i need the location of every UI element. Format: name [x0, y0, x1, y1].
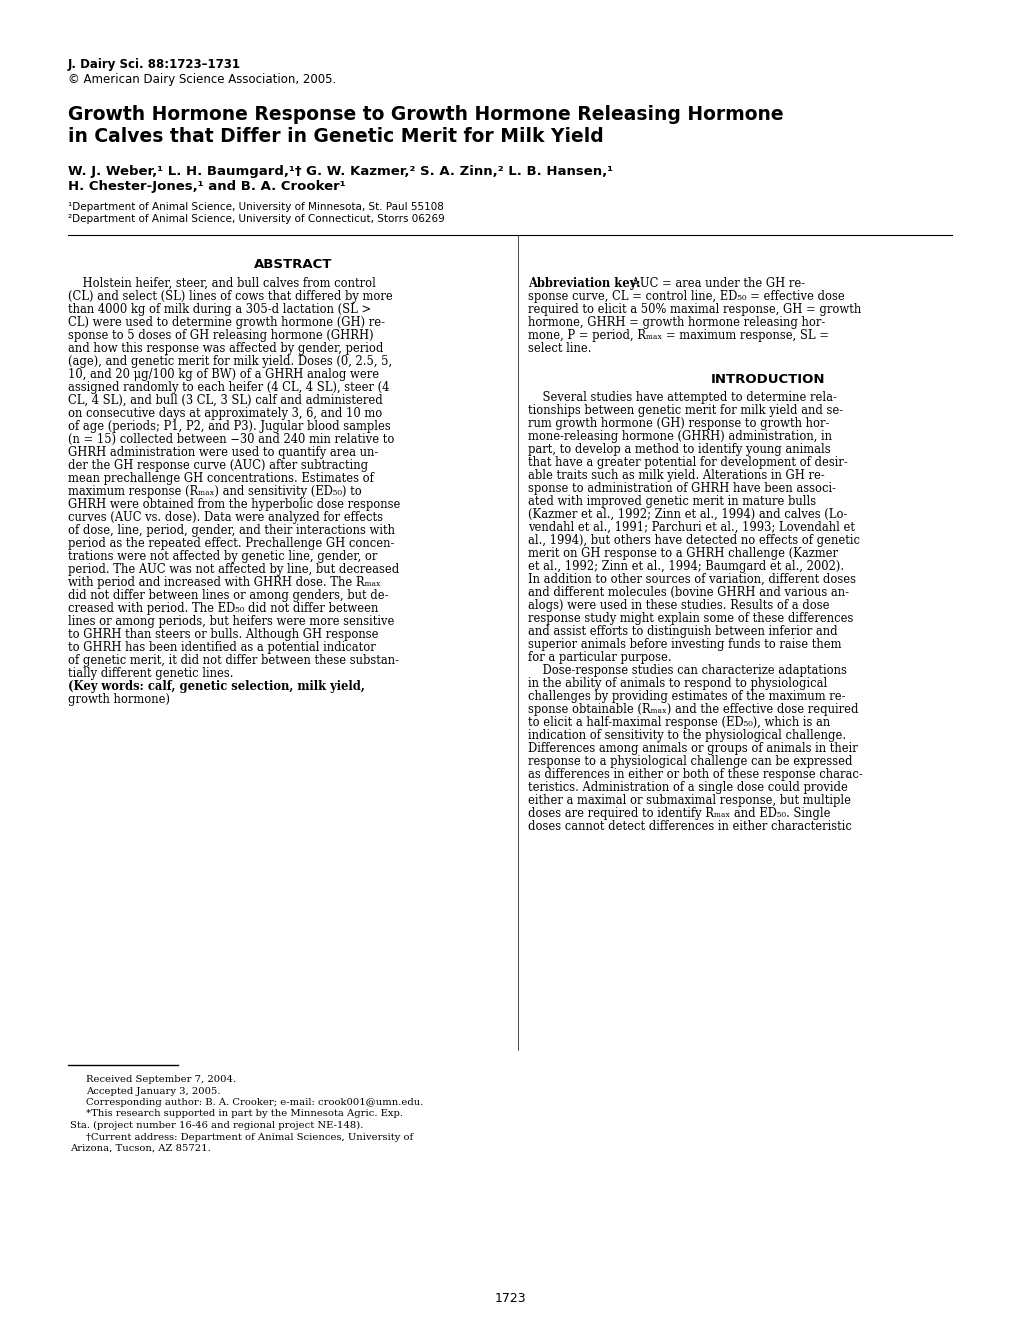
Text: W. J. Weber,¹ L. H. Baumgard,¹† G. W. Kazmer,² S. A. Zinn,² L. B. Hansen,¹: W. J. Weber,¹ L. H. Baumgard,¹† G. W. Ka… — [68, 165, 612, 178]
Text: assigned randomly to each heifer (4 CL, 4 SL), steer (4: assigned randomly to each heifer (4 CL, … — [68, 381, 389, 393]
Text: ²Department of Animal Science, University of Connecticut, Storrs 06269: ²Department of Animal Science, Universit… — [68, 214, 444, 224]
Text: Differences among animals or groups of animals in their: Differences among animals or groups of a… — [528, 742, 857, 755]
Text: CL, 4 SL), and bull (3 CL, 3 SL) calf and administered: CL, 4 SL), and bull (3 CL, 3 SL) calf an… — [68, 393, 382, 407]
Text: Abbreviation key:: Abbreviation key: — [528, 277, 640, 290]
Text: (Key words: calf, genetic selection, milk yield,: (Key words: calf, genetic selection, mil… — [68, 680, 365, 693]
Text: indication of sensitivity to the physiological challenge.: indication of sensitivity to the physiol… — [528, 729, 846, 742]
Text: mone-releasing hormone (GHRH) administration, in: mone-releasing hormone (GHRH) administra… — [528, 430, 832, 444]
Text: Received September 7, 2004.: Received September 7, 2004. — [86, 1074, 235, 1084]
Text: GHRH were obtained from the hyperbolic dose response: GHRH were obtained from the hyperbolic d… — [68, 498, 400, 511]
Text: ated with improved genetic merit in mature bulls: ated with improved genetic merit in matu… — [528, 495, 815, 508]
Text: doses are required to identify Rₘₐₓ and ED₅₀. Single: doses are required to identify Rₘₐₓ and … — [528, 807, 829, 820]
Text: mean prechallenge GH concentrations. Estimates of: mean prechallenge GH concentrations. Est… — [68, 473, 374, 484]
Text: alogs) were used in these studies. Results of a dose: alogs) were used in these studies. Resul… — [528, 599, 828, 612]
Text: sponse to 5 doses of GH releasing hormone (GHRH): sponse to 5 doses of GH releasing hormon… — [68, 329, 373, 342]
Text: in the ability of animals to respond to physiological: in the ability of animals to respond to … — [528, 677, 826, 690]
Text: response study might explain some of these differences: response study might explain some of the… — [528, 612, 853, 624]
Text: hormone, GHRH = growth hormone releasing hor-: hormone, GHRH = growth hormone releasing… — [528, 315, 824, 329]
Text: tially different genetic lines.: tially different genetic lines. — [68, 667, 233, 680]
Text: der the GH response curve (AUC) after subtracting: der the GH response curve (AUC) after su… — [68, 459, 368, 473]
Text: to GHRH than steers or bulls. Although GH response: to GHRH than steers or bulls. Although G… — [68, 628, 378, 642]
Text: period. The AUC was not affected by line, but decreased: period. The AUC was not affected by line… — [68, 564, 398, 576]
Text: Sta. (project number 16-46 and regional project NE-148).: Sta. (project number 16-46 and regional … — [70, 1121, 363, 1130]
Text: to GHRH has been identified as a potential indicator: to GHRH has been identified as a potenti… — [68, 642, 375, 653]
Text: response to a physiological challenge can be expressed: response to a physiological challenge ca… — [528, 755, 852, 768]
Text: trations were not affected by genetic line, gender, or: trations were not affected by genetic li… — [68, 550, 377, 564]
Text: Accepted January 3, 2005.: Accepted January 3, 2005. — [86, 1086, 220, 1096]
Text: Dose-response studies can characterize adaptations: Dose-response studies can characterize a… — [528, 664, 846, 677]
Text: lines or among periods, but heifers were more sensitive: lines or among periods, but heifers were… — [68, 615, 394, 628]
Text: H. Chester-Jones,¹ and B. A. Crooker¹: H. Chester-Jones,¹ and B. A. Crooker¹ — [68, 180, 345, 193]
Text: than 4000 kg of milk during a 305-d lactation (SL >: than 4000 kg of milk during a 305-d lact… — [68, 304, 371, 315]
Text: (CL) and select (SL) lines of cows that differed by more: (CL) and select (SL) lines of cows that … — [68, 290, 392, 304]
Text: 1723: 1723 — [493, 1292, 526, 1305]
Text: mone, P = period, Rₘₐₓ = maximum response, SL =: mone, P = period, Rₘₐₓ = maximum respons… — [528, 329, 828, 342]
Text: curves (AUC vs. dose). Data were analyzed for effects: curves (AUC vs. dose). Data were analyze… — [68, 511, 382, 524]
Text: period as the repeated effect. Prechallenge GH concen-: period as the repeated effect. Prechalle… — [68, 537, 394, 550]
Text: GHRH administration were used to quantify area un-: GHRH administration were used to quantif… — [68, 446, 378, 459]
Text: and assist efforts to distinguish between inferior and: and assist efforts to distinguish betwee… — [528, 624, 837, 638]
Text: maximum response (Rₘₐₓ) and sensitivity (ED₅₀) to: maximum response (Rₘₐₓ) and sensitivity … — [68, 484, 362, 498]
Text: INTRODUCTION: INTRODUCTION — [710, 374, 824, 385]
Text: merit on GH response to a GHRH challenge (Kazmer: merit on GH response to a GHRH challenge… — [528, 546, 838, 560]
Text: *This research supported in part by the Minnesota Agric. Exp.: *This research supported in part by the … — [86, 1110, 403, 1118]
Text: as differences in either or both of these response charac-: as differences in either or both of thes… — [528, 768, 862, 781]
Text: of dose, line, period, gender, and their interactions with: of dose, line, period, gender, and their… — [68, 524, 394, 537]
Text: In addition to other sources of variation, different doses: In addition to other sources of variatio… — [528, 573, 855, 586]
Text: did not differ between lines or among genders, but de-: did not differ between lines or among ge… — [68, 589, 388, 602]
Text: Holstein heifer, steer, and bull calves from control: Holstein heifer, steer, and bull calves … — [68, 277, 376, 290]
Text: and different molecules (bovine GHRH and various an-: and different molecules (bovine GHRH and… — [528, 586, 848, 599]
Text: doses cannot detect differences in either characteristic: doses cannot detect differences in eithe… — [528, 820, 851, 833]
Text: challenges by providing estimates of the maximum re-: challenges by providing estimates of the… — [528, 690, 845, 704]
Text: et al., 1992; Zinn et al., 1994; Baumgard et al., 2002).: et al., 1992; Zinn et al., 1994; Baumgar… — [528, 560, 844, 573]
Text: sponse to administration of GHRH have been associ-: sponse to administration of GHRH have be… — [528, 482, 836, 495]
Text: Corresponding author: B. A. Crooker; e-mail: crook001@umn.edu.: Corresponding author: B. A. Crooker; e-m… — [86, 1098, 423, 1107]
Text: able traits such as milk yield. Alterations in GH re-: able traits such as milk yield. Alterati… — [528, 469, 824, 482]
Text: and how this response was affected by gender, period: and how this response was affected by ge… — [68, 342, 383, 355]
Text: vendahl et al., 1991; Parchuri et al., 1993; Lovendahl et: vendahl et al., 1991; Parchuri et al., 1… — [528, 521, 854, 535]
Text: al., 1994), but others have detected no effects of genetic: al., 1994), but others have detected no … — [528, 535, 859, 546]
Text: (age), and genetic merit for milk yield. Doses (0, 2.5, 5,: (age), and genetic merit for milk yield.… — [68, 355, 391, 368]
Text: sponse obtainable (Rₘₐₓ) and the effective dose required: sponse obtainable (Rₘₐₓ) and the effecti… — [528, 704, 858, 715]
Text: AUC = area under the GH re-: AUC = area under the GH re- — [628, 277, 804, 290]
Text: (n = 15) collected between −30 and 240 min relative to: (n = 15) collected between −30 and 240 m… — [68, 433, 394, 446]
Text: creased with period. The ED₅₀ did not differ between: creased with period. The ED₅₀ did not di… — [68, 602, 378, 615]
Text: 10, and 20 μg/100 kg of BW) of a GHRH analog were: 10, and 20 μg/100 kg of BW) of a GHRH an… — [68, 368, 379, 381]
Text: in Calves that Differ in Genetic Merit for Milk Yield: in Calves that Differ in Genetic Merit f… — [68, 127, 603, 147]
Text: select line.: select line. — [528, 342, 591, 355]
Text: on consecutive days at approximately 3, 6, and 10 mo: on consecutive days at approximately 3, … — [68, 407, 382, 420]
Text: of age (periods; P1, P2, and P3). Jugular blood samples: of age (periods; P1, P2, and P3). Jugula… — [68, 420, 390, 433]
Text: of genetic merit, it did not differ between these substan-: of genetic merit, it did not differ betw… — [68, 653, 398, 667]
Text: tionships between genetic merit for milk yield and se-: tionships between genetic merit for milk… — [528, 404, 843, 417]
Text: ABSTRACT: ABSTRACT — [254, 257, 332, 271]
Text: that have a greater potential for development of desir-: that have a greater potential for develo… — [528, 455, 847, 469]
Text: Growth Hormone Response to Growth Hormone Releasing Hormone: Growth Hormone Response to Growth Hormon… — [68, 106, 783, 124]
Text: CL) were used to determine growth hormone (GH) re-: CL) were used to determine growth hormon… — [68, 315, 384, 329]
Text: J. Dairy Sci. 88:1723–1731: J. Dairy Sci. 88:1723–1731 — [68, 58, 240, 71]
Text: part, to develop a method to identify young animals: part, to develop a method to identify yo… — [528, 444, 829, 455]
Text: (Kazmer et al., 1992; Zinn et al., 1994) and calves (Lo-: (Kazmer et al., 1992; Zinn et al., 1994)… — [528, 508, 847, 521]
Text: ¹Department of Animal Science, University of Minnesota, St. Paul 55108: ¹Department of Animal Science, Universit… — [68, 202, 443, 213]
Text: required to elicit a 50% maximal response, GH = growth: required to elicit a 50% maximal respons… — [528, 304, 860, 315]
Text: with period and increased with GHRH dose. The Rₘₐₓ: with period and increased with GHRH dose… — [68, 576, 380, 589]
Text: sponse curve, CL = control line, ED₅₀ = effective dose: sponse curve, CL = control line, ED₅₀ = … — [528, 290, 844, 304]
Text: either a maximal or submaximal response, but multiple: either a maximal or submaximal response,… — [528, 795, 850, 807]
Text: to elicit a half-maximal response (ED₅₀), which is an: to elicit a half-maximal response (ED₅₀)… — [528, 715, 829, 729]
Text: †Current address: Department of Animal Sciences, University of: †Current address: Department of Animal S… — [86, 1133, 413, 1142]
Text: superior animals before investing funds to raise them: superior animals before investing funds … — [528, 638, 841, 651]
Text: Several studies have attempted to determine rela-: Several studies have attempted to determ… — [528, 391, 836, 404]
Text: Arizona, Tucson, AZ 85721.: Arizona, Tucson, AZ 85721. — [70, 1144, 211, 1152]
Text: teristics. Administration of a single dose could provide: teristics. Administration of a single do… — [528, 781, 847, 795]
Text: rum growth hormone (GH) response to growth hor-: rum growth hormone (GH) response to grow… — [528, 417, 828, 430]
Text: growth hormone): growth hormone) — [68, 693, 170, 706]
Text: © American Dairy Science Association, 2005.: © American Dairy Science Association, 20… — [68, 73, 336, 86]
Text: for a particular purpose.: for a particular purpose. — [528, 651, 671, 664]
